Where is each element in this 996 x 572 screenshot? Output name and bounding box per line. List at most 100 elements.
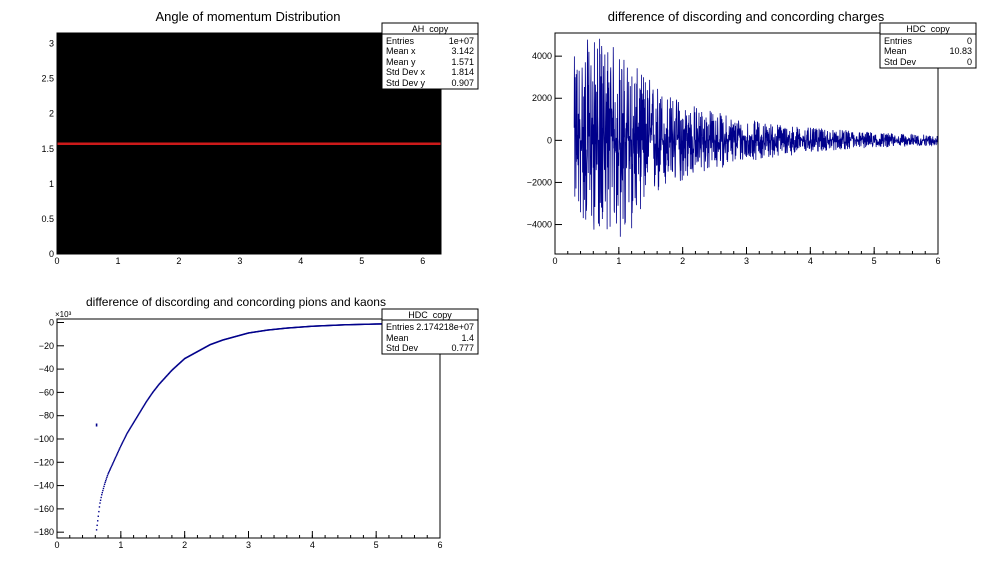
scatter-point	[140, 409, 142, 411]
series-line-charges	[573, 38, 939, 237]
scatter-point	[134, 418, 137, 421]
y-tick-label: 2000	[532, 93, 552, 103]
scatter-point	[137, 414, 140, 416]
y-tick-label: 2.5	[41, 74, 54, 84]
scatter-point	[119, 445, 122, 448]
scatter-point	[138, 412, 141, 414]
x-tick-label: 4	[310, 540, 315, 550]
axes-charges: 0 1 2 3 4 5 6 −4000 −2000 0 2000 4000	[527, 51, 941, 266]
scatter-point	[98, 510, 100, 513]
scatter-point	[135, 416, 138, 419]
scatter-point	[104, 481, 106, 484]
x-tick-label: 5	[872, 256, 877, 266]
scatter-point	[115, 454, 118, 456]
x-tick-label: 3	[744, 256, 749, 266]
scatter-point	[107, 473, 109, 475]
stats-label: Std Dev	[884, 57, 917, 67]
y-tick-label: −160	[34, 504, 54, 514]
stats-label: Std Dev	[386, 343, 419, 353]
scatter-point	[153, 390, 155, 392]
scatter-point	[125, 434, 128, 436]
scatter-point	[133, 420, 136, 423]
scatter-point	[122, 441, 124, 443]
scatter-point	[139, 410, 142, 412]
stats-label: Mean	[884, 46, 907, 56]
scatter-point	[128, 429, 130, 431]
scatter-point	[131, 424, 133, 426]
scatter-point	[152, 391, 154, 393]
stats-box-angle: AH_copy Entries 1e+07 Mean x 3.142 Mean …	[381, 22, 479, 90]
x-tick-label: 5	[374, 540, 379, 550]
scatter-point	[99, 502, 101, 504]
scatter-point	[124, 436, 126, 438]
scatter-point	[100, 496, 102, 499]
y-tick-label: −140	[34, 481, 54, 491]
scatter-point	[127, 431, 129, 433]
scatter-point	[130, 425, 133, 427]
stats-label: Entries	[386, 322, 415, 332]
scatter-point	[148, 396, 150, 399]
scatter-point	[144, 402, 146, 405]
x-tick-label: 6	[935, 256, 940, 266]
scatter-point	[129, 427, 132, 429]
y-tick-label: 1.5	[41, 144, 54, 154]
stats-value: 2.174218e+07	[416, 322, 474, 332]
panel-charges-difference: difference of discording and concording …	[527, 9, 977, 266]
stats-value: 3.142	[451, 46, 474, 56]
scatter-point	[115, 455, 117, 458]
stats-value: 1e+07	[449, 36, 474, 46]
scatter-point	[126, 433, 128, 435]
x-tick-label: 1	[115, 256, 120, 266]
scatter-point	[143, 403, 146, 406]
scatter-point	[111, 464, 113, 466]
y-tick-label: 0.5	[41, 214, 54, 224]
x-tick-label: 2	[176, 256, 181, 266]
scatter-point	[156, 385, 158, 388]
stats-value: 10.83	[949, 46, 972, 56]
scatter-point	[153, 389, 156, 391]
plot-marks-charges	[573, 38, 939, 237]
scatter-point	[97, 520, 99, 522]
stats-name-pions-kaons: HDC_copy	[408, 310, 452, 320]
scatter-point	[101, 494, 103, 496]
scatter-point	[109, 469, 111, 471]
scatter-point	[123, 438, 125, 441]
stats-box-charges: HDC_copy Entries 0 Mean 10.83 Std Dev 0	[879, 22, 977, 69]
scatter-point	[117, 452, 119, 454]
scatter-point	[141, 407, 144, 409]
x-tick-label: 1	[118, 540, 123, 550]
y-tick-label: 0	[49, 317, 54, 327]
y-tick-label: −180	[34, 527, 54, 537]
stats-value: 0.907	[451, 78, 474, 88]
panel-pions-kaons: difference of discording and concording …	[34, 295, 479, 550]
scatter-point	[146, 400, 148, 402]
stats-value: 0.777	[451, 343, 474, 353]
scatter-point	[101, 491, 103, 494]
scatter-point	[137, 415, 139, 417]
scatter-point	[123, 437, 126, 440]
scatter-point	[141, 408, 143, 410]
y-multiplier-label: ×10³	[55, 310, 72, 319]
scatter-point	[132, 422, 134, 425]
stats-value: 1.4	[461, 333, 474, 343]
scatter-point	[126, 432, 129, 434]
scatter-point	[157, 385, 159, 387]
scatter-point	[109, 468, 112, 470]
scatter-point	[145, 401, 148, 403]
scatter-point	[102, 487, 105, 490]
scatter-point	[150, 393, 153, 395]
y-tick-label: 1	[49, 179, 54, 189]
chart-title-pions-kaons: difference of discording and concording …	[86, 295, 386, 309]
scatter-point	[139, 411, 141, 413]
scatter-point	[150, 394, 152, 396]
scatter-point	[106, 476, 108, 479]
y-tick-label: −120	[34, 457, 54, 467]
x-tick-label: 6	[420, 256, 425, 266]
chart-title-angle: Angle of momentum Distribution	[156, 9, 341, 24]
scatter-point	[118, 448, 121, 450]
y-tick-label: 4000	[532, 51, 552, 61]
scatter-point	[134, 419, 136, 422]
x-tick-label: 6	[437, 540, 442, 550]
stats-value: 1.571	[451, 57, 474, 67]
scatter-point	[154, 388, 156, 391]
